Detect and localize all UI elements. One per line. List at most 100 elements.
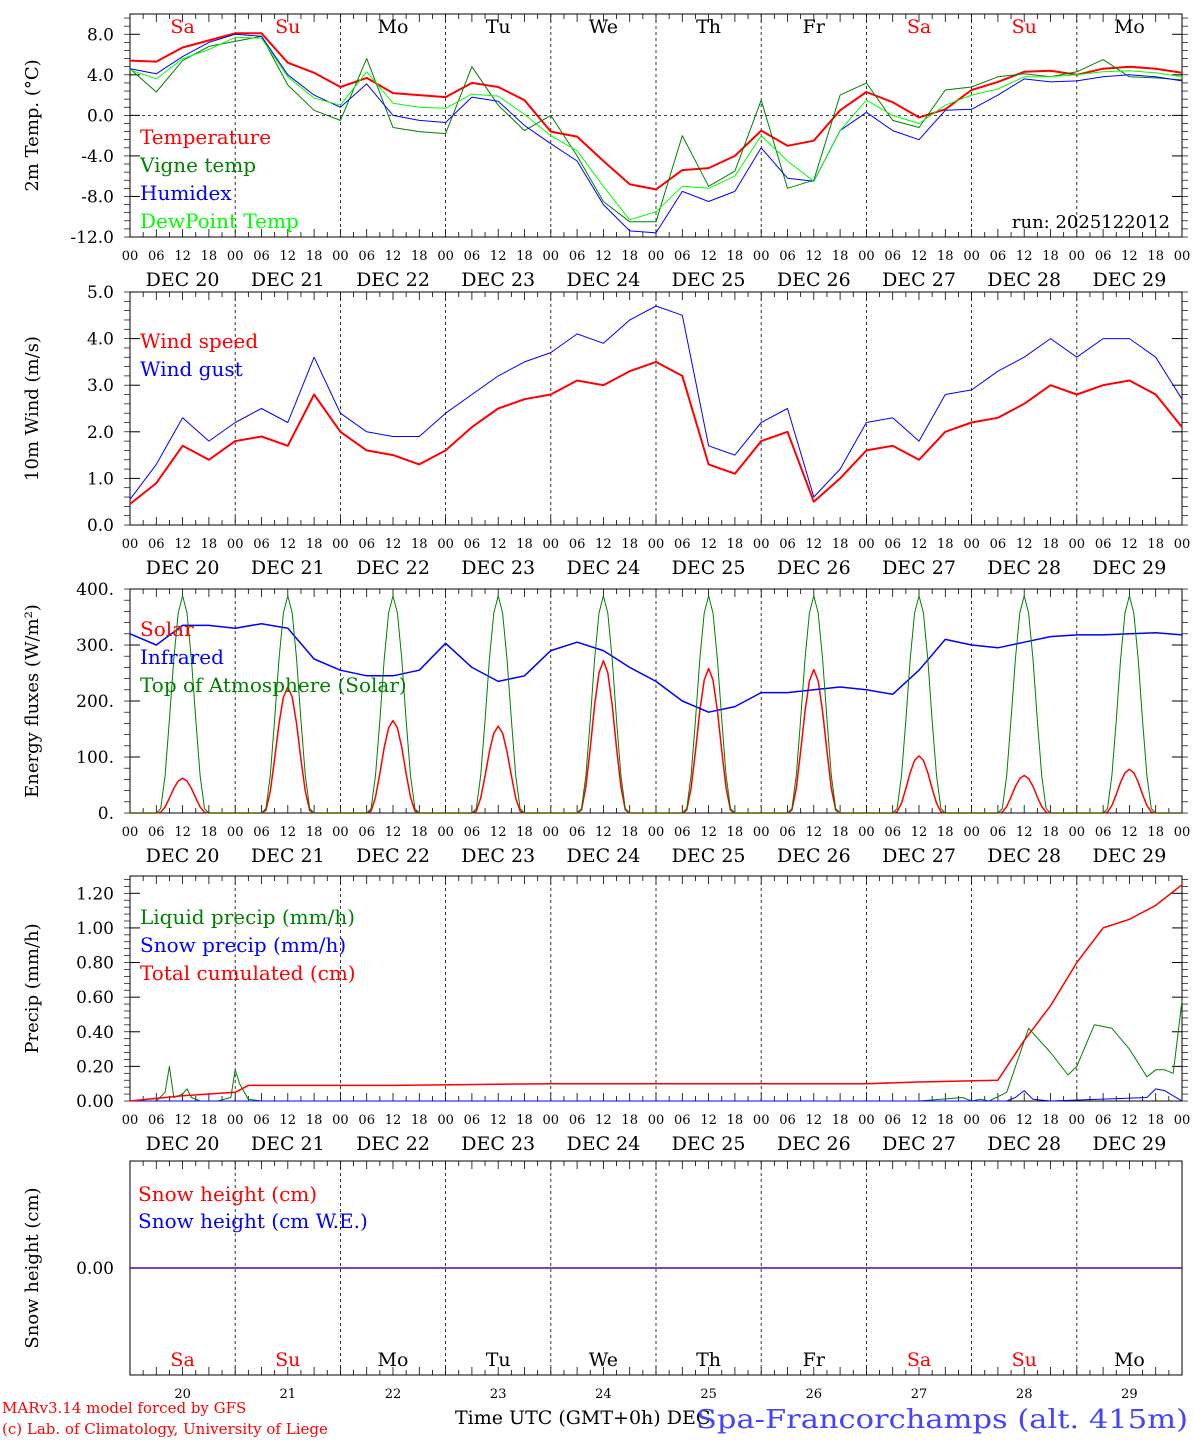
y-axis-label: 10m Wind (m/s): [22, 336, 43, 481]
x-hour-label: 18: [1042, 537, 1059, 552]
x-hour-label: 06: [253, 825, 270, 840]
y-tick-label: 0.0: [87, 516, 114, 536]
day-name-label: Mo: [378, 16, 409, 38]
x-date-label: DEC 24: [566, 845, 640, 867]
x-hour-label: 00: [1069, 1113, 1086, 1128]
x-day-number: 22: [385, 1387, 402, 1402]
x-hour-label: 00: [1174, 1113, 1191, 1128]
x-axis-label: Time UTC (GMT+0h) DEC: [455, 1407, 710, 1429]
x-hour-label: 18: [727, 537, 744, 552]
x-date-label: DEC 20: [146, 557, 220, 579]
x-date-label: DEC 20: [146, 845, 220, 867]
x-hour-label: 00: [332, 537, 349, 552]
x-date-label: DEC 26: [777, 1133, 851, 1155]
x-hour-label: 18: [1147, 825, 1164, 840]
x-hour-label: 00: [122, 249, 139, 264]
x-hour-label: 18: [516, 249, 533, 264]
legend-entry: DewPoint Temp: [140, 209, 299, 233]
x-date-label: DEC 22: [356, 1133, 430, 1155]
legend-entry: Snow precip (mm/h): [140, 933, 346, 957]
x-hour-label: 00: [227, 1113, 244, 1128]
x-hour-label: 00: [648, 825, 665, 840]
x-hour-label: 06: [464, 537, 481, 552]
x-date-label: DEC 21: [251, 1133, 325, 1155]
y-tick-label: -8.0: [81, 187, 114, 207]
x-hour-label: 00: [963, 537, 980, 552]
x-hour-label: 06: [253, 1113, 270, 1128]
x-hour-label: 06: [569, 825, 586, 840]
x-hour-label: 12: [385, 537, 402, 552]
x-hour-label: 06: [990, 537, 1007, 552]
x-hour-label: 06: [1095, 825, 1112, 840]
x-hour-label: 18: [727, 825, 744, 840]
x-hour-label: 00: [858, 537, 875, 552]
x-date-label: DEC 20: [146, 1133, 220, 1155]
x-hour-label: 18: [832, 1113, 849, 1128]
x-day-number: 21: [280, 1387, 297, 1402]
x-hour-label: 00: [437, 1113, 454, 1128]
model-credit: MARv3.14 model forced by GFS: [2, 1399, 246, 1417]
x-hour-label: 18: [201, 825, 218, 840]
day-name-label: We: [589, 16, 618, 38]
x-hour-label: 06: [884, 537, 901, 552]
legend-entry: Infrared: [140, 645, 224, 669]
x-hour-label: 06: [1095, 1113, 1112, 1128]
run-annotation: run: 2025122012: [1012, 212, 1170, 233]
day-name-label: Sa: [170, 1349, 194, 1371]
x-hour-label: 18: [201, 1113, 218, 1128]
x-hour-label: 06: [358, 249, 375, 264]
day-name-label: Sa: [907, 1349, 931, 1371]
x-hour-label: 00: [122, 537, 139, 552]
x-hour-label: 06: [569, 537, 586, 552]
x-day-number: 26: [806, 1387, 823, 1402]
x-date-label: DEC 23: [461, 557, 535, 579]
x-hour-label: 12: [490, 825, 507, 840]
x-hour-label: 18: [621, 249, 638, 264]
x-hour-label: 18: [411, 1113, 428, 1128]
x-hour-label: 12: [280, 1113, 297, 1128]
x-hour-label: 00: [858, 825, 875, 840]
x-hour-label: 18: [306, 537, 323, 552]
legend-entry: Humidex: [140, 181, 232, 205]
x-hour-label: 12: [174, 825, 191, 840]
day-name-label: Su: [275, 1349, 300, 1371]
precipitation-panel: 1.20 1.00 0.80 0.60 0.40 0.20 0.00 Precip (mm/h…: [22, 875, 1191, 1155]
x-hour-label: 00: [437, 537, 454, 552]
legend-entry: Solar: [140, 617, 194, 641]
x-hour-label: 12: [385, 249, 402, 264]
day-name-label: Mo: [1114, 16, 1145, 38]
x-date-label: DEC 27: [882, 845, 956, 867]
x-hour-label: 18: [411, 825, 428, 840]
legend-entry: Wind gust: [140, 357, 243, 381]
x-hour-label: 12: [490, 1113, 507, 1128]
x-hour-label: 12: [1016, 249, 1033, 264]
x-date-label: DEC 25: [672, 269, 746, 291]
x-day-number: 23: [490, 1387, 507, 1402]
y-tick-label: 100.: [76, 748, 114, 768]
day-name-label: Tu: [486, 16, 511, 38]
x-hour-label: 18: [937, 249, 954, 264]
legend-entry: Wind speed: [140, 329, 258, 353]
x-hour-label: 12: [174, 1113, 191, 1128]
x-hour-label: 12: [1016, 537, 1033, 552]
x-hour-label: 00: [332, 249, 349, 264]
x-day-number: 25: [700, 1387, 717, 1402]
x-date-label: DEC 28: [987, 845, 1061, 867]
x-hour-label: 06: [358, 825, 375, 840]
y-axis-label: Precip (mm/h): [22, 923, 43, 1053]
x-hour-label: 18: [621, 537, 638, 552]
energy-flux-panel: 400. 300. 200. 100. 0. Energy fluxes (W/m²) 00…: [22, 580, 1190, 867]
x-hour-label: 18: [306, 249, 323, 264]
x-date-label: DEC 23: [461, 845, 535, 867]
x-hour-label: 06: [253, 249, 270, 264]
x-day-number: 24: [595, 1387, 612, 1402]
x-hour-label: 06: [990, 249, 1007, 264]
x-date-label: DEC 23: [461, 269, 535, 291]
legend-entry: Vigne temp: [139, 153, 256, 177]
x-hour-label: 18: [201, 249, 218, 264]
y-tick-label: 1.00: [76, 919, 114, 939]
x-hour-label: 12: [385, 1113, 402, 1128]
x-hour-label: 00: [858, 249, 875, 264]
x-hour-label: 00: [543, 537, 560, 552]
x-hour-label: 00: [543, 1113, 560, 1128]
